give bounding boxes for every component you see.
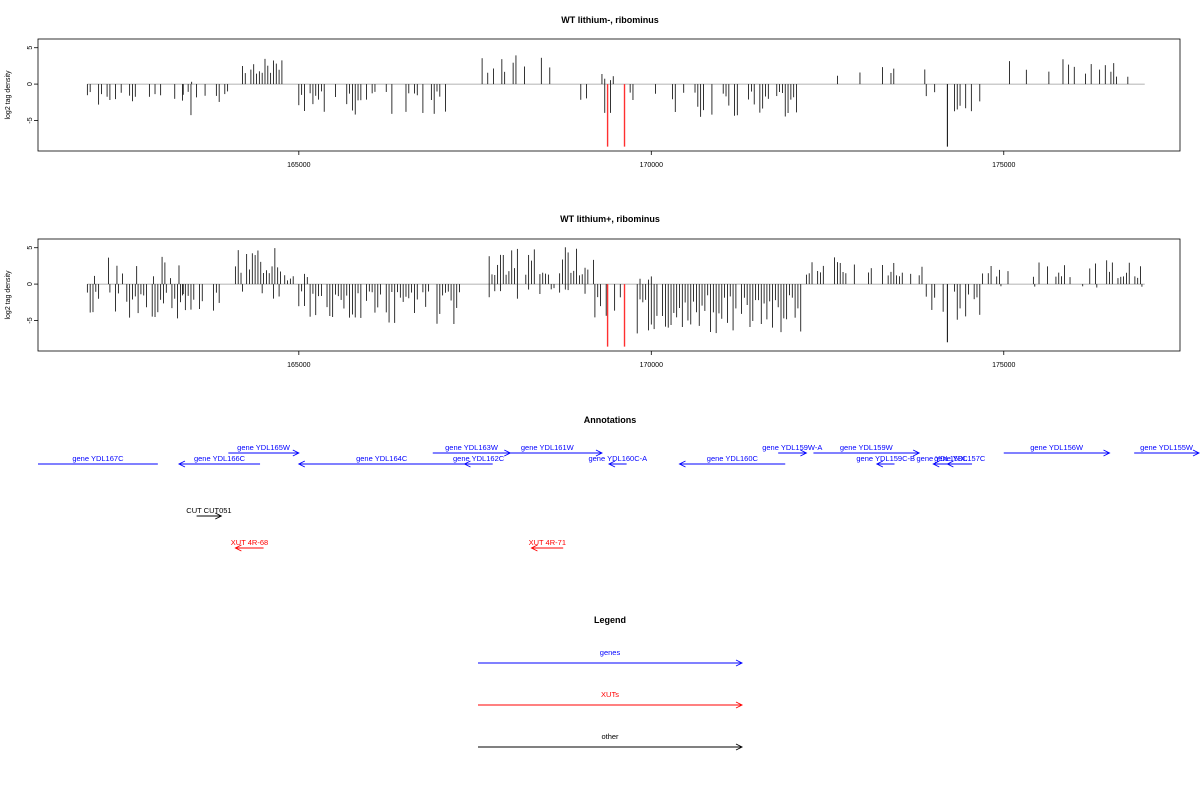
annotation-feature: gene YDL167C (38, 454, 158, 464)
annotation-label: XUT 4R-68 (231, 538, 268, 547)
axes: 5 0 -5 165000 170000 175000 (27, 46, 1016, 169)
annotation-label: gene YDL159W-A (762, 443, 822, 452)
annotation-feature: gene YDL159C-B (856, 454, 915, 467)
x-tick-label: 165000 (287, 362, 310, 369)
x-tick-label: 165000 (287, 162, 310, 169)
annotation-label: gene YDL157C (934, 454, 986, 463)
y-tick-label: 0 (27, 82, 34, 86)
annotation-label: gene YDL166C (194, 454, 246, 463)
annotation-feature: gene YDL155W (1134, 443, 1199, 456)
annotation-label: gene YDL162C (453, 454, 505, 463)
annotation-label: gene YDL155W (1140, 443, 1194, 452)
annotation-label: gene YDL164C (356, 454, 408, 463)
annotation-label: gene YDL163W (445, 443, 499, 452)
legend-title: Legend (594, 615, 626, 625)
annotation-feature: gene YDL166C (179, 454, 260, 467)
x-tick-label: 170000 (640, 362, 663, 369)
annotation-label: gene YDL156W (1030, 443, 1084, 452)
annotation-feature: gene YDL162C (453, 454, 505, 467)
y-axis-label: log2 tag density (5, 270, 12, 320)
annotation-label: XUT 4R-71 (529, 538, 566, 547)
annotation-label: gene YDL160C (707, 454, 759, 463)
legend-label: XUTs (601, 690, 619, 699)
y-tick-label: 5 (27, 46, 34, 50)
y-tick-label: -5 (27, 117, 34, 123)
annotation-feature: gene YDL164C (299, 454, 465, 467)
annotation-label: gene YDL161W (521, 443, 575, 452)
axes: 5 0 -5 165000 170000 175000 (27, 246, 1016, 369)
annotation-feature: XUT 4R-68 (231, 538, 268, 551)
annotation-label: gene YDL160C-A (588, 454, 647, 463)
annotation-feature: gene YDL156W (1004, 443, 1110, 456)
annotation-label: gene YDL165W (237, 443, 291, 452)
annotation-feature: XUT 4R-71 (529, 538, 566, 551)
legend-label: other (601, 732, 619, 741)
annotation-feature: CUT CUT051 (186, 506, 231, 519)
y-tick-label: 0 (27, 282, 34, 286)
panel-title: WT lithium+, ribominus (560, 214, 660, 224)
density-panel-lithium-plus: WT lithium+, ribominus 5 0 -5 165000 170000 1… (5, 214, 1180, 369)
annotation-label: CUT CUT051 (186, 506, 231, 515)
density-panel-lithium-minus: WT lithium-, ribominus 5 0 -5 165000 170000 1… (5, 15, 1180, 169)
x-tick-label: 170000 (640, 162, 663, 169)
x-tick-label: 175000 (992, 162, 1015, 169)
panel-title: WT lithium-, ribominus (561, 15, 659, 25)
annotations-track: Annotations gene YDL167C gene YDL166Cgene… (38, 415, 1199, 551)
annotation-label: gene YDL159W (840, 443, 894, 452)
density-bars (87, 55, 1144, 146)
plot-frame (38, 239, 1180, 351)
density-bars (87, 247, 1144, 346)
annotation-label: gene YDL159C-B (856, 454, 915, 463)
legend-item: XUTs (478, 690, 742, 708)
y-axis-label: log2 tag density (5, 70, 12, 120)
annotation-features: gene YDL167C gene YDL166C gene YDL165W gene… (38, 443, 1199, 551)
legend: Legend genes XUTs other (478, 615, 742, 750)
y-tick-label: 5 (27, 246, 34, 250)
annotations-title: Annotations (584, 415, 637, 425)
legend-item: other (478, 732, 742, 750)
annotation-feature: gene YDL157C (934, 454, 986, 467)
annotation-feature: gene YDL159W-A (762, 443, 822, 456)
annotation-label: gene YDL167C (72, 454, 124, 463)
plot-frame (38, 39, 1180, 151)
y-tick-label: -5 (27, 317, 34, 323)
legend-item: genes (478, 648, 742, 666)
annotation-feature: gene YDL160C (679, 454, 785, 467)
legend-items: genes XUTs other (478, 648, 742, 750)
annotation-feature: gene YDL160C-A (588, 454, 647, 467)
x-tick-label: 175000 (992, 362, 1015, 369)
legend-label: genes (600, 648, 621, 657)
